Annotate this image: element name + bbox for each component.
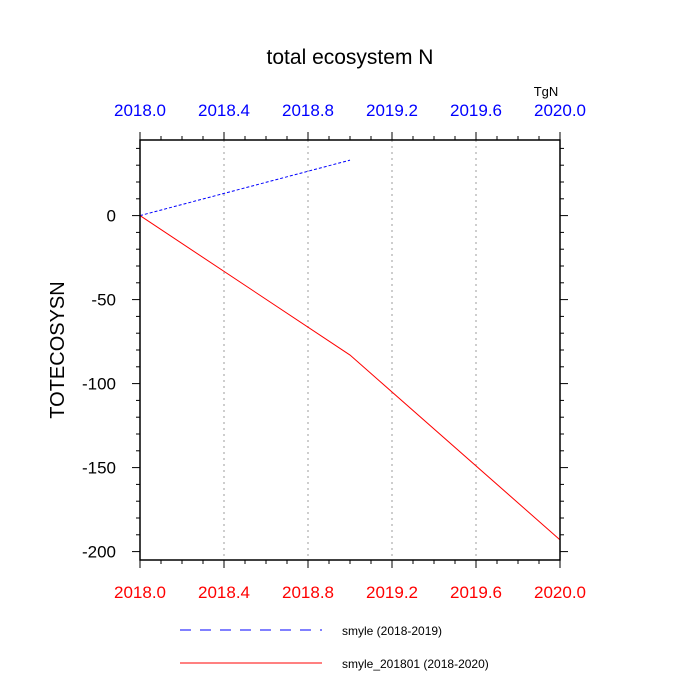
data-series [139, 159, 561, 541]
legend-label-2: smyle_201801 (2018-2020) [342, 657, 489, 671]
x-tick-label-top: 2018.8 [282, 101, 334, 120]
x-tick-label-bottom: 2018.8 [282, 583, 334, 602]
series-line-1 [139, 159, 351, 217]
x-tick-label-top: 2019.2 [366, 101, 418, 120]
y-axis-label: TOTECOSYSN [47, 281, 69, 418]
x-tick-label-bottom: 2018.0 [114, 583, 166, 602]
legend-label-1: smyle (2018-2019) [342, 624, 442, 638]
grid-lines [223, 140, 477, 560]
x-tick-label-bottom: 2018.4 [198, 583, 250, 602]
chart-title: total ecosystem N [267, 46, 434, 69]
plot-frame [139, 139, 561, 561]
y-tick-label: -100 [82, 375, 116, 394]
y-tick-label: -200 [82, 543, 116, 562]
x-tick-label-top: 2018.4 [198, 101, 250, 120]
y-tick-label: -50 [91, 291, 116, 310]
series-line-2 [139, 215, 561, 541]
x-tick-label-bottom: 2020.0 [534, 583, 586, 602]
tick-labels: 2018.0 2018.0 2018.4 2018.4 2018.8 2018.8 2019… [82, 101, 586, 602]
x-tick-label-top: 2020.0 [534, 101, 586, 120]
y-tick-label: 0 [107, 207, 116, 226]
x-tick-label-top: 2019.6 [450, 101, 502, 120]
x-tick-label-bottom: 2019.2 [366, 583, 418, 602]
axes [132, 132, 568, 568]
units-label: TgN [534, 84, 559, 99]
x-tick-label-bottom: 2019.6 [450, 583, 502, 602]
y-tick-label: -150 [82, 459, 116, 478]
legend: smyle (2018-2019) smyle_201801 (2018-2020… [180, 624, 489, 671]
x-tick-label-top: 2018.0 [114, 101, 166, 120]
